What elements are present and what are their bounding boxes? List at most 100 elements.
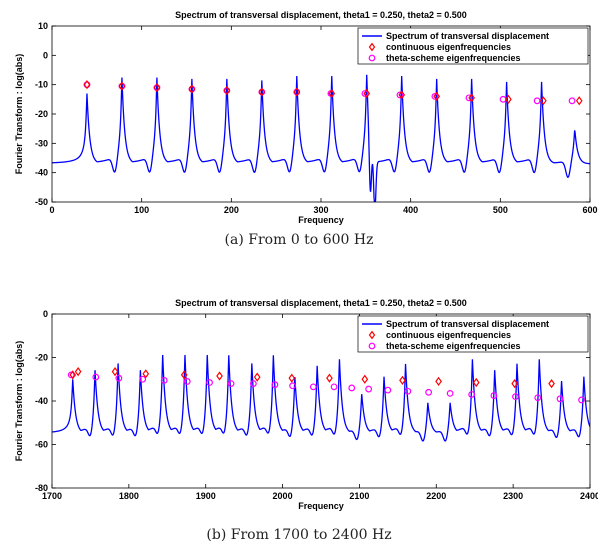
legend: Spectrum of transversal displacementcont…	[357, 27, 589, 65]
theta-scheme-marker	[490, 392, 498, 399]
x-tick-label: 200	[224, 205, 239, 215]
theta-scheme-marker	[499, 95, 507, 103]
continuous-marker	[74, 367, 82, 377]
legend-circle-swatch	[368, 54, 376, 62]
legend-box	[357, 315, 589, 353]
y-axis-label: Fourier Transform : log(abs)	[14, 54, 24, 175]
y-tick-label: -60	[35, 440, 48, 450]
theta-scheme-marker	[365, 385, 373, 393]
theta-scheme-marker	[271, 381, 279, 389]
continuous-marker	[326, 373, 333, 383]
theta-scheme-marker	[431, 92, 439, 100]
legend-label: continuous eigenfrequencies	[386, 42, 511, 52]
continuous-marker	[118, 81, 126, 91]
legend-label: theta-scheme eigenfrequencies	[386, 53, 521, 63]
theta-scheme-marker	[396, 91, 404, 99]
theta-scheme-marker	[249, 380, 257, 388]
theta-scheme-marker	[361, 90, 369, 97]
theta-scheme-marker	[465, 94, 473, 102]
continuous-marker	[288, 373, 296, 383]
legend-box	[357, 27, 589, 65]
theta-scheme-marker	[139, 375, 147, 383]
x-tick-label: 300	[313, 205, 328, 215]
x-tick-label: 2300	[503, 491, 523, 501]
theta-scheme-marker	[446, 389, 454, 397]
continuous-marker	[293, 87, 301, 97]
y-axis-label: Fourier Transform : log(abs)	[14, 341, 24, 462]
x-axis-label: Frequency	[298, 215, 344, 225]
theta-scheme-marker	[404, 387, 412, 395]
y-tick-label: -20	[35, 109, 48, 119]
theta-scheme-marker	[160, 376, 168, 384]
legend-diamond-swatch	[368, 330, 376, 340]
x-tick-label: 100	[134, 205, 149, 215]
continuous-marker	[223, 85, 231, 96]
spectrum-line	[52, 74, 590, 202]
x-tick-label: 0	[49, 205, 54, 215]
y-tick-label: -40	[35, 396, 48, 406]
theta-scheme-marker	[115, 374, 123, 382]
theta-scheme-marker	[67, 371, 75, 379]
legend-label: theta-scheme eigenfrequencies	[386, 341, 521, 351]
x-tick-label: 2200	[426, 491, 446, 501]
x-tick-label: 600	[582, 205, 597, 215]
continuous-marker	[69, 370, 77, 380]
continuous-marker	[399, 375, 406, 385]
continuous-marker	[472, 377, 480, 388]
legend-diamond-swatch	[368, 42, 376, 52]
y-tick-label: -20	[35, 353, 48, 363]
legend-label: Spectrum of transversal displacement	[386, 31, 549, 41]
x-tick-label: 2400	[580, 491, 598, 501]
y-tick-label: 10	[38, 21, 48, 31]
figure-caption: (b) From 1700 to 2400 Hz	[206, 527, 391, 543]
theta-scheme-marker	[533, 97, 541, 105]
x-tick-label: 1800	[119, 491, 139, 501]
continuous-marker	[328, 88, 336, 99]
y-tick-label: -10	[35, 80, 48, 90]
theta-scheme-marker	[289, 382, 296, 390]
continuous-marker	[83, 80, 91, 90]
chart-title: Spectrum of transversal displacement, th…	[175, 10, 467, 20]
continuous-marker	[258, 87, 266, 97]
theta-scheme-marker	[348, 384, 356, 392]
x-tick-label: 1700	[42, 491, 62, 501]
theta-scheme-marker	[309, 383, 317, 391]
spectrum-line	[52, 354, 590, 442]
legend-circle-swatch	[368, 342, 376, 350]
continuous-marker	[363, 88, 371, 99]
continuous-marker	[180, 370, 188, 380]
theta-scheme-marker	[330, 383, 338, 391]
legend: Spectrum of transversal displacementcont…	[357, 315, 589, 353]
continuous-marker	[142, 369, 150, 379]
x-tick-label: 2100	[349, 491, 369, 501]
theta-scheme-marker	[568, 97, 576, 105]
legend-label: continuous eigenfrequencies	[386, 330, 511, 340]
continuous-marker	[153, 82, 161, 93]
theta-scheme-marker	[227, 380, 235, 388]
theta-scheme-marker	[534, 394, 542, 402]
theta-scheme-marker	[512, 393, 519, 401]
continuous-marker	[216, 371, 223, 381]
continuous-marker	[188, 84, 196, 94]
y-tick-label: 0	[43, 309, 48, 319]
continuous-marker	[505, 94, 512, 104]
theta-scheme-marker	[468, 391, 476, 398]
y-tick-label: -80	[35, 483, 48, 493]
chart-b: Spectrum of transversal displacement, th…	[14, 298, 598, 543]
theta-scheme-marker	[556, 395, 564, 403]
theta-scheme-marker	[183, 378, 191, 385]
x-axis-label: Frequency	[298, 501, 344, 511]
continuous-marker	[548, 378, 555, 389]
x-tick-label: 1900	[196, 491, 216, 501]
theta-scheme-marker	[206, 379, 213, 386]
continuous-marker	[468, 93, 475, 103]
y-tick-label: 0	[43, 50, 48, 60]
continuous-marker	[540, 96, 547, 106]
theta-scheme-marker	[425, 388, 433, 396]
theta-scheme-marker	[92, 373, 100, 381]
x-tick-label: 500	[493, 205, 508, 215]
figure-caption: (a) From 0 to 600 Hz	[225, 232, 374, 248]
continuous-marker	[111, 367, 119, 377]
y-tick-label: -50	[35, 197, 48, 207]
